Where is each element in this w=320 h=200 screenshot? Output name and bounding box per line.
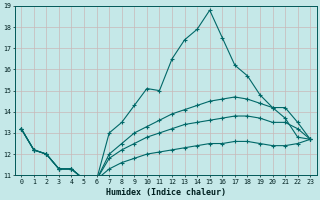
X-axis label: Humidex (Indice chaleur): Humidex (Indice chaleur) <box>106 188 226 197</box>
